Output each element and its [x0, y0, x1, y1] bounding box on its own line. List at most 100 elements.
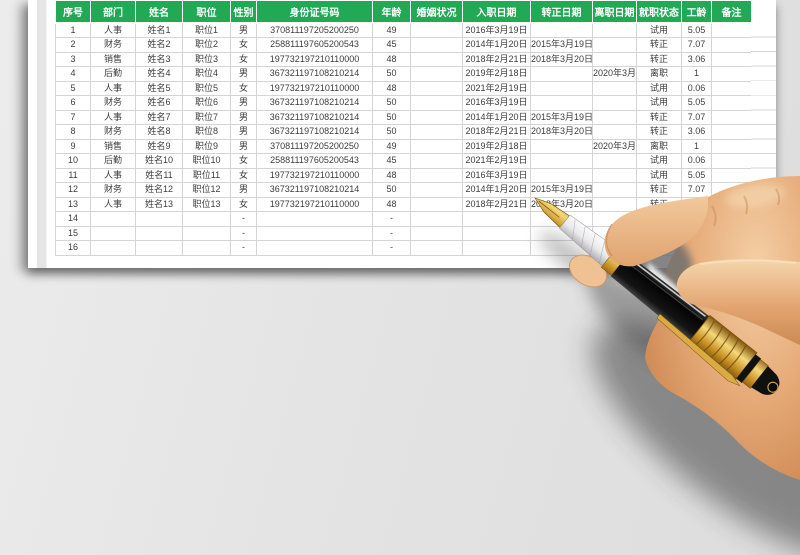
cell[interactable] — [135, 211, 183, 227]
cell[interactable] — [462, 240, 531, 256]
cell[interactable]: 10 — [55, 153, 91, 169]
cell[interactable]: 姓名11 — [135, 167, 183, 183]
cell[interactable]: 男 — [230, 124, 257, 140]
cell[interactable] — [711, 167, 752, 183]
cell[interactable]: - — [230, 240, 257, 256]
cell[interactable]: 1 — [55, 22, 91, 38]
cell[interactable]: 0.06 — [681, 80, 712, 96]
cell[interactable]: 职位11 — [182, 167, 231, 183]
cell[interactable] — [410, 225, 463, 241]
cell[interactable]: 16 — [55, 240, 91, 256]
cell[interactable] — [410, 153, 463, 169]
column-header-13[interactable]: 备注 — [711, 0, 752, 24]
cell[interactable] — [410, 167, 463, 183]
cell[interactable] — [90, 225, 136, 241]
column-header-2[interactable]: 姓名 — [135, 0, 183, 24]
cell[interactable] — [530, 167, 593, 183]
cell[interactable]: 男 — [230, 95, 257, 111]
cell[interactable]: 男 — [230, 138, 257, 154]
cell[interactable] — [711, 138, 752, 154]
cell[interactable] — [135, 225, 183, 241]
cell[interactable] — [410, 211, 463, 227]
cell[interactable] — [90, 211, 136, 227]
cell[interactable] — [711, 124, 752, 140]
cell[interactable]: 14 — [55, 211, 91, 227]
cell[interactable]: 50 — [372, 95, 411, 111]
cell[interactable] — [410, 196, 463, 212]
cell[interactable]: 离职 — [636, 66, 682, 82]
cell[interactable] — [592, 109, 637, 125]
cell[interactable]: 职位9 — [182, 138, 231, 154]
cell[interactable]: 男 — [230, 22, 257, 38]
cell[interactable]: 48 — [372, 51, 411, 67]
cell[interactable]: 转正 — [636, 37, 682, 53]
cell[interactable] — [182, 225, 231, 241]
cell[interactable] — [592, 167, 637, 183]
cell[interactable]: 后勤 — [90, 153, 136, 169]
cell[interactable] — [711, 66, 752, 82]
cell[interactable]: 7 — [55, 109, 91, 125]
cell[interactable]: 8 — [55, 124, 91, 140]
cell[interactable]: 2019年2月18日 — [462, 138, 531, 154]
cell[interactable]: 试用 — [636, 22, 682, 38]
cell[interactable]: 转正 — [636, 109, 682, 125]
cell[interactable]: 45 — [372, 153, 411, 169]
cell[interactable]: 姓名9 — [135, 138, 183, 154]
cell[interactable]: 197732197210110000 — [256, 167, 373, 183]
cell[interactable] — [410, 138, 463, 154]
cell[interactable]: 1 — [681, 138, 712, 154]
cell[interactable]: - — [372, 225, 411, 241]
cell[interactable] — [462, 225, 531, 241]
cell[interactable] — [410, 240, 463, 256]
cell[interactable] — [592, 51, 637, 67]
cell[interactable]: 7.07 — [681, 182, 712, 198]
cell[interactable]: 367321197108210214 — [256, 109, 373, 125]
cell[interactable]: 2018年2月21日 — [462, 124, 531, 140]
cell[interactable]: 人事 — [90, 167, 136, 183]
cell[interactable]: 370811197205200250 — [256, 138, 373, 154]
cell[interactable]: 50 — [372, 182, 411, 198]
cell[interactable]: 财务 — [90, 124, 136, 140]
cell[interactable]: 197732197210110000 — [256, 80, 373, 96]
cell[interactable]: 367321197108210214 — [256, 124, 373, 140]
cell[interactable]: 2016年3月19日 — [462, 22, 531, 38]
cell[interactable]: 人事 — [90, 22, 136, 38]
column-header-6[interactable]: 年龄 — [372, 0, 411, 24]
cell[interactable]: 姓名10 — [135, 153, 183, 169]
cell[interactable]: 财务 — [90, 37, 136, 53]
cell[interactable]: 转正 — [636, 51, 682, 67]
column-header-1[interactable]: 部门 — [90, 0, 136, 24]
cell[interactable]: 销售 — [90, 51, 136, 67]
cell[interactable]: 职位12 — [182, 182, 231, 198]
cell[interactable]: 姓名12 — [135, 182, 183, 198]
cell[interactable]: 12 — [55, 182, 91, 198]
cell[interactable]: 2015年3月19日 — [530, 37, 593, 53]
cell[interactable]: 2016年3月19日 — [462, 95, 531, 111]
cell[interactable] — [530, 153, 593, 169]
cell[interactable] — [182, 211, 231, 227]
cell[interactable]: 试用 — [636, 153, 682, 169]
cell[interactable]: 1 — [681, 66, 712, 82]
column-header-8[interactable]: 入职日期 — [462, 0, 531, 24]
cell[interactable]: 3.06 — [681, 124, 712, 140]
cell[interactable]: 职位7 — [182, 109, 231, 125]
cell[interactable]: 姓名2 — [135, 37, 183, 53]
cell[interactable] — [711, 22, 752, 38]
cell[interactable]: 姓名3 — [135, 51, 183, 67]
cell[interactable]: 职位10 — [182, 153, 231, 169]
cell[interactable]: 367321197108210214 — [256, 182, 373, 198]
cell[interactable] — [592, 182, 637, 198]
cell[interactable]: 5.05 — [681, 167, 712, 183]
column-header-5[interactable]: 身份证号码 — [256, 0, 373, 24]
cell[interactable] — [592, 196, 637, 212]
cell[interactable]: 45 — [372, 37, 411, 53]
cell[interactable]: 姓名8 — [135, 124, 183, 140]
cell[interactable] — [530, 66, 593, 82]
cell[interactable]: 4 — [55, 66, 91, 82]
column-header-0[interactable]: 序号 — [55, 0, 91, 24]
cell[interactable]: 50 — [372, 109, 411, 125]
cell[interactable]: 职位1 — [182, 22, 231, 38]
cell[interactable]: 人事 — [90, 109, 136, 125]
cell[interactable]: 13 — [55, 196, 91, 212]
cell[interactable]: 48 — [372, 196, 411, 212]
